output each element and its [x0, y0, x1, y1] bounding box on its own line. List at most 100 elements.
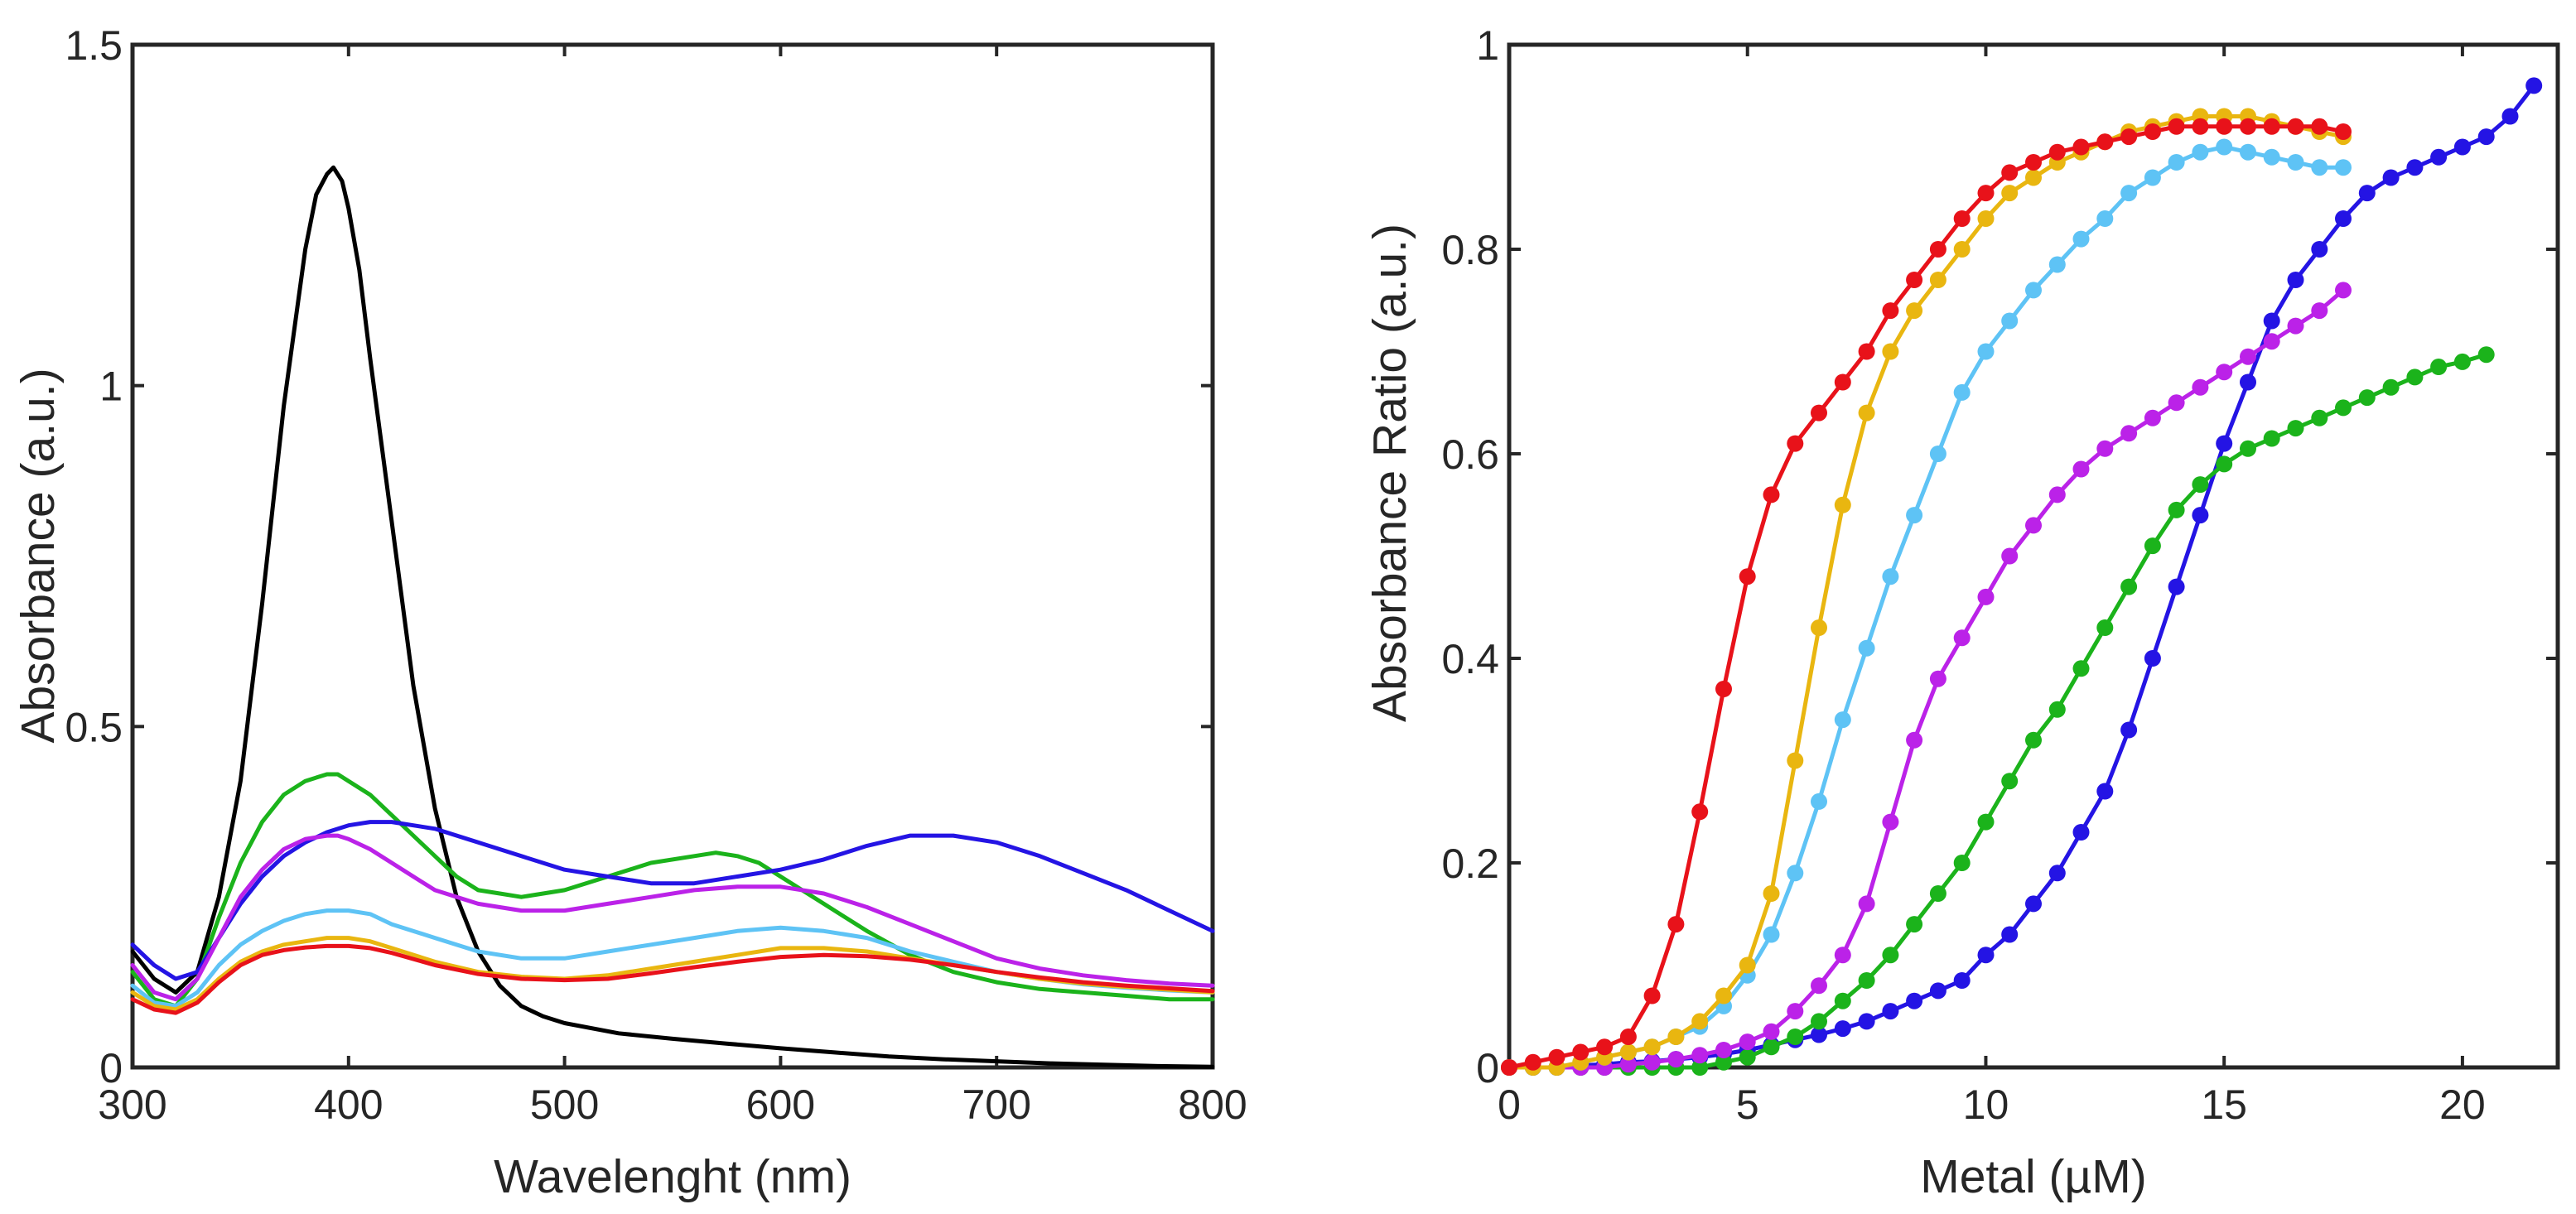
absorbance-spectrum-chart: 300 400 500 600 700 800 0 0.5 1 1.5 Wavelenght (n… — [12, 22, 1247, 1203]
data-point-yellow — [1715, 987, 1732, 1004]
series-line-green — [130, 772, 1215, 1009]
data-point-blue — [2263, 312, 2280, 330]
data-point-blue — [1834, 1020, 1851, 1038]
data-point-light-blue — [1977, 343, 1995, 360]
data-point-magenta — [2120, 425, 2138, 442]
data-point-yellow — [1763, 885, 1780, 902]
data-point-red — [2048, 143, 2066, 161]
data-point-blue — [1953, 972, 1971, 989]
data-point-light-blue — [1906, 507, 1923, 524]
data-point-red — [2192, 118, 2209, 135]
data-point-blue — [2477, 128, 2495, 146]
data-point-green — [1715, 1053, 1732, 1071]
data-point-magenta — [2144, 409, 2161, 426]
x-tick-label: 800 — [1178, 1082, 1247, 1128]
y-tick-label: 1.5 — [65, 22, 123, 69]
data-point-light-blue — [1882, 568, 1899, 585]
series-group — [130, 165, 1215, 1069]
x-tick-label: 300 — [98, 1082, 166, 1128]
data-point-green — [2358, 389, 2376, 407]
y-tick-label: 0.8 — [1441, 227, 1499, 273]
data-point-magenta — [1953, 629, 1971, 647]
data-point-blue — [2406, 159, 2424, 176]
data-point-yellow — [1977, 210, 1995, 227]
data-point-red — [1524, 1053, 1541, 1071]
data-point-blue — [2358, 185, 2376, 202]
data-point-light-blue — [2311, 159, 2328, 176]
data-point-light-blue — [1763, 926, 1780, 943]
data-point-red — [2263, 118, 2280, 135]
data-point-red — [2120, 128, 2138, 146]
y-tick-label: 0 — [99, 1045, 123, 1091]
data-point-light-blue — [2263, 148, 2280, 166]
data-point-magenta — [2048, 486, 2066, 503]
data-point-red — [1906, 272, 1923, 288]
data-point-yellow — [1906, 302, 1923, 320]
series-line-black — [130, 165, 1215, 1069]
data-point-green — [2263, 430, 2280, 447]
data-point-red — [1596, 1038, 1614, 1056]
data-point-red — [1501, 1059, 1517, 1076]
data-point-light-blue — [2192, 143, 2209, 161]
data-point-green — [1953, 855, 1971, 871]
plot-area-frame — [1507, 42, 2560, 1070]
data-point-red — [2096, 133, 2114, 151]
y-tick-label: 0.6 — [1441, 431, 1499, 478]
data-point-green — [1906, 916, 1923, 933]
data-point-green — [1739, 1048, 1756, 1066]
data-point-yellow — [1882, 343, 1899, 360]
data-point-magenta — [1667, 1051, 1685, 1068]
data-point-magenta — [2192, 378, 2209, 396]
absorbance-ratio-chart: 0 5 10 15 20 0 0.2 0.4 0.6 0.8 1 Metal (µM) Absorb… — [1363, 22, 2560, 1203]
data-point-green — [2001, 773, 2019, 790]
data-point-light-blue — [2240, 143, 2256, 161]
data-point-blue — [2335, 210, 2352, 227]
x-tick-label: 0 — [1498, 1082, 1521, 1128]
x-tick-label: 20 — [2439, 1082, 2486, 1128]
data-point-green — [1834, 992, 1851, 1009]
x-axis-label: Wavelenght (nm) — [494, 1150, 851, 1203]
x-tick-label: 15 — [2201, 1082, 2247, 1128]
data-point-blue — [2192, 507, 2209, 524]
data-point-magenta — [1929, 670, 1946, 687]
data-point-light-blue — [1953, 383, 1971, 401]
data-point-red — [1929, 241, 1946, 258]
data-point-red — [1715, 681, 1732, 697]
data-point-red — [2001, 164, 2019, 181]
x-tick-label: 10 — [1963, 1082, 2009, 1128]
data-point-green — [1811, 1013, 1827, 1030]
data-point-green — [1858, 972, 1875, 989]
data-point-light-blue — [1787, 865, 1804, 882]
data-point-blue — [2453, 138, 2471, 156]
data-point-magenta — [1643, 1053, 1661, 1071]
data-point-red — [1763, 486, 1780, 503]
data-point-red — [1739, 568, 1756, 585]
data-point-magenta — [1906, 731, 1923, 749]
data-point-red — [2240, 118, 2256, 135]
data-point-green — [2025, 731, 2042, 749]
data-point-blue — [2382, 169, 2400, 186]
data-point-red — [2216, 118, 2233, 135]
data-point-red — [1643, 987, 1661, 1004]
data-point-magenta — [2311, 302, 2328, 320]
data-point-red — [1977, 185, 1995, 202]
data-point-yellow — [1834, 496, 1851, 513]
series-line-blue — [130, 820, 1215, 981]
data-point-red — [2144, 123, 2161, 140]
x-tick-label: 500 — [530, 1082, 599, 1128]
data-point-blue — [2120, 721, 2138, 739]
data-point-blue — [2430, 148, 2448, 166]
data-point-magenta — [1977, 588, 1995, 605]
data-point-magenta — [1787, 1003, 1804, 1020]
data-point-yellow — [2001, 185, 2019, 202]
data-point-magenta — [2025, 517, 2042, 534]
data-point-red — [1667, 916, 1685, 933]
data-point-magenta — [1619, 1056, 1637, 1073]
data-point-blue — [2311, 241, 2328, 258]
data-point-light-blue — [2048, 256, 2066, 273]
data-point-yellow — [1739, 956, 1756, 974]
data-point-green — [2048, 701, 2066, 718]
data-point-magenta — [1739, 1033, 1756, 1051]
data-point-red — [1787, 435, 1804, 452]
